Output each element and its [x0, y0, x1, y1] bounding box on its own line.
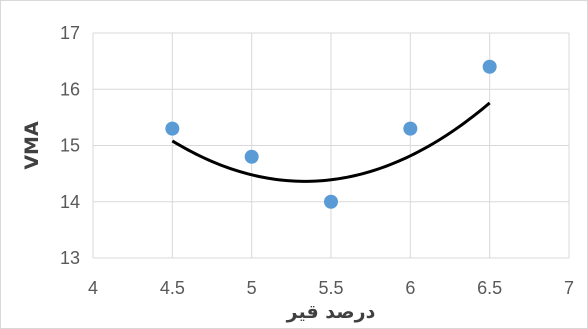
- y-tick-label: 15: [60, 136, 80, 156]
- gridlines: [92, 32, 570, 259]
- x-tick-label: 4.5: [160, 278, 185, 298]
- trendline: [171, 101, 491, 183]
- data-point: [324, 194, 338, 209]
- y-axis-title: VMA: [21, 121, 43, 170]
- x-axis-title: درصد قیر: [286, 301, 376, 323]
- x-tick-label: 7: [564, 278, 574, 298]
- x-tick-label: 6: [405, 278, 415, 298]
- data-point: [482, 59, 497, 74]
- y-tick-label: 17: [60, 23, 80, 43]
- y-tick-label: 13: [60, 248, 80, 268]
- y-tick-label: 16: [60, 79, 80, 99]
- x-tick-label: 6.5: [477, 278, 502, 298]
- x-tick-label: 4: [88, 278, 98, 298]
- y-tick-labels: 13 14 15 16 17: [60, 23, 80, 268]
- data-point: [244, 149, 259, 164]
- x-tick-label: 5.5: [318, 278, 343, 298]
- x-tick-labels: 4 4.5 5 5.5 6 6.5 7: [88, 278, 574, 298]
- data-points: [165, 59, 497, 209]
- y-tick-label: 14: [60, 192, 80, 212]
- data-point: [403, 121, 418, 136]
- x-tick-label: 5: [247, 278, 257, 298]
- data-point: [165, 121, 180, 136]
